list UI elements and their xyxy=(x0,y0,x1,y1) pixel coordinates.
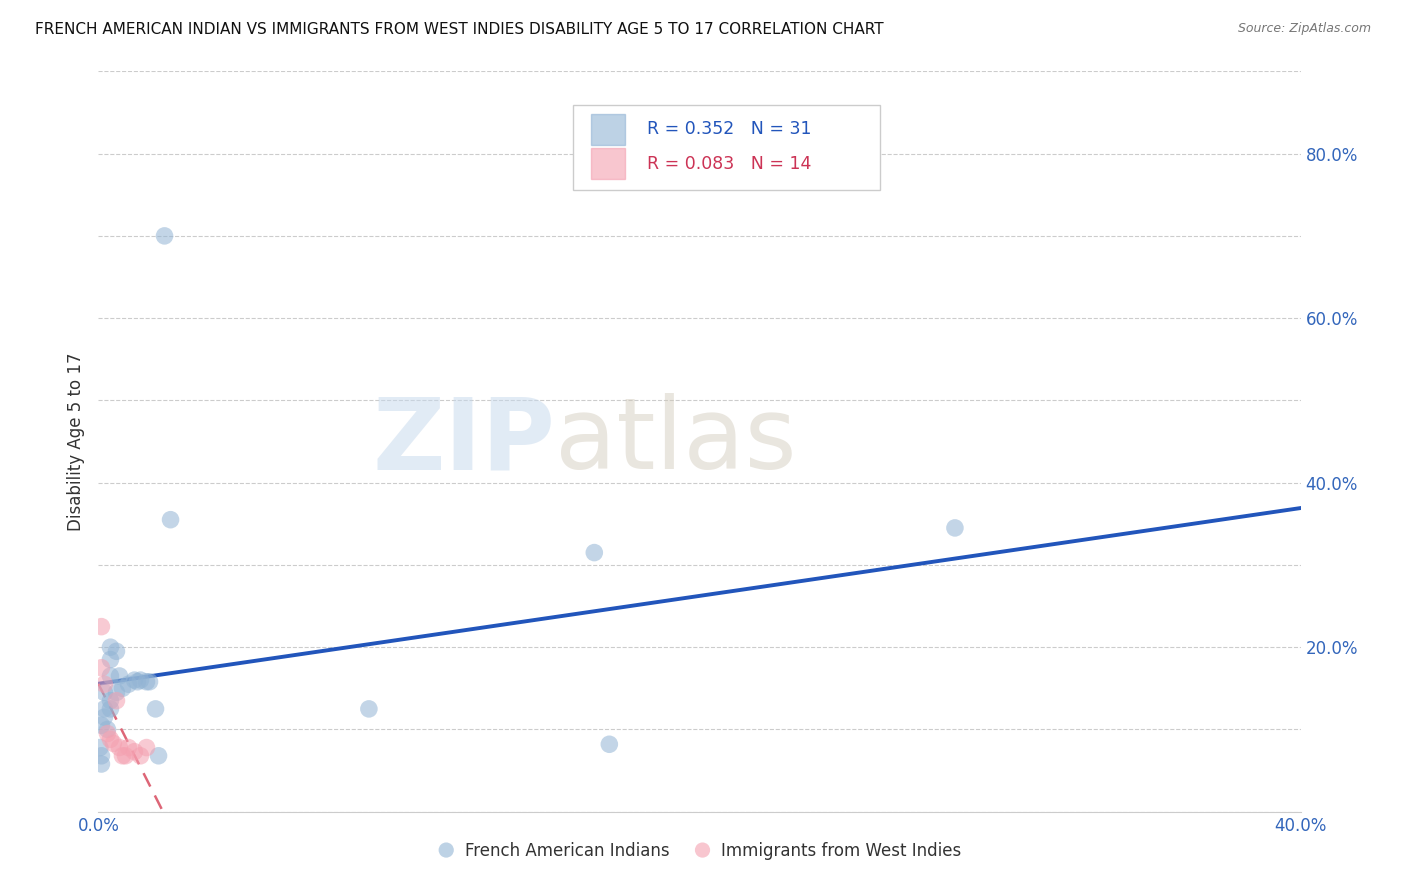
Point xyxy=(100,732,122,747)
Point xyxy=(100,669,122,683)
Point xyxy=(124,745,146,759)
Point xyxy=(117,677,139,691)
Point xyxy=(153,228,176,243)
Point xyxy=(135,674,157,689)
Point xyxy=(138,674,160,689)
Point xyxy=(90,748,112,763)
Text: ZIP: ZIP xyxy=(373,393,555,490)
FancyBboxPatch shape xyxy=(574,104,880,190)
Legend: French American Indians, Immigrants from West Indies: French American Indians, Immigrants from… xyxy=(432,835,967,866)
Point xyxy=(100,702,122,716)
Point xyxy=(90,757,112,772)
Text: R = 0.352   N = 31: R = 0.352 N = 31 xyxy=(647,120,811,138)
Bar xyxy=(592,148,624,179)
Point xyxy=(111,748,134,763)
Point xyxy=(111,681,134,696)
Point xyxy=(103,736,125,750)
Point xyxy=(93,685,115,699)
Point xyxy=(127,674,149,689)
Point xyxy=(135,740,157,755)
Point xyxy=(583,545,606,560)
Point xyxy=(148,748,170,763)
Point xyxy=(108,669,131,683)
Text: R = 0.083   N = 14: R = 0.083 N = 14 xyxy=(647,155,811,173)
Point xyxy=(124,673,146,687)
Point xyxy=(93,702,115,716)
Point xyxy=(100,652,122,666)
Y-axis label: Disability Age 5 to 17: Disability Age 5 to 17 xyxy=(66,352,84,531)
Point xyxy=(93,677,115,691)
Point xyxy=(129,748,152,763)
Text: Source: ZipAtlas.com: Source: ZipAtlas.com xyxy=(1237,22,1371,36)
Point xyxy=(93,710,115,724)
Point xyxy=(145,702,167,716)
Point xyxy=(90,661,112,675)
Text: FRENCH AMERICAN INDIAN VS IMMIGRANTS FROM WEST INDIES DISABILITY AGE 5 TO 17 COR: FRENCH AMERICAN INDIAN VS IMMIGRANTS FRO… xyxy=(35,22,884,37)
Point xyxy=(96,723,118,737)
Point xyxy=(357,702,380,716)
Point xyxy=(108,740,131,755)
Point xyxy=(100,694,122,708)
Bar xyxy=(592,113,624,145)
Point xyxy=(129,673,152,687)
Point xyxy=(96,726,118,740)
Point xyxy=(117,740,139,755)
Text: atlas: atlas xyxy=(555,393,797,490)
Point xyxy=(159,513,181,527)
Point xyxy=(105,694,128,708)
Point xyxy=(89,740,111,755)
Point xyxy=(105,685,128,699)
Point xyxy=(90,619,112,633)
Point xyxy=(598,737,620,751)
Point xyxy=(943,521,966,535)
Point xyxy=(114,748,136,763)
Point xyxy=(90,718,112,732)
Point xyxy=(100,640,122,655)
Point xyxy=(105,644,128,658)
